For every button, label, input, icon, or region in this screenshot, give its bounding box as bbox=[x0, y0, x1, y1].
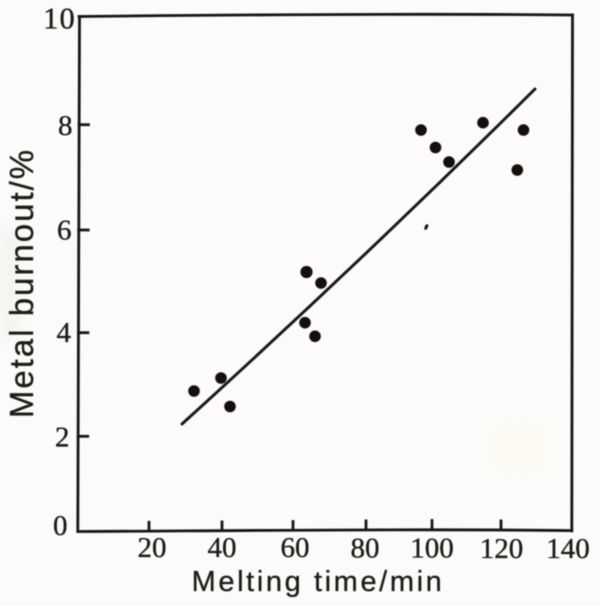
svg-text:60: 60 bbox=[281, 532, 310, 564]
svg-text:6: 6 bbox=[57, 215, 72, 247]
svg-text:10: 10 bbox=[43, 2, 76, 36]
svg-text:40: 40 bbox=[208, 532, 237, 564]
svg-text:20: 20 bbox=[138, 532, 167, 564]
svg-text:Metal burnout/%: Metal burnout/% bbox=[3, 148, 40, 418]
svg-text:4: 4 bbox=[57, 317, 72, 349]
svg-text:120: 120 bbox=[480, 533, 524, 565]
svg-text:100: 100 bbox=[410, 533, 454, 565]
svg-text:8: 8 bbox=[58, 110, 73, 142]
svg-text:Melting time/min: Melting time/min bbox=[192, 566, 445, 598]
svg-text:2: 2 bbox=[55, 422, 70, 454]
svg-text:140: 140 bbox=[546, 533, 590, 565]
svg-text:0: 0 bbox=[53, 510, 68, 542]
svg-text:80: 80 bbox=[351, 533, 380, 565]
